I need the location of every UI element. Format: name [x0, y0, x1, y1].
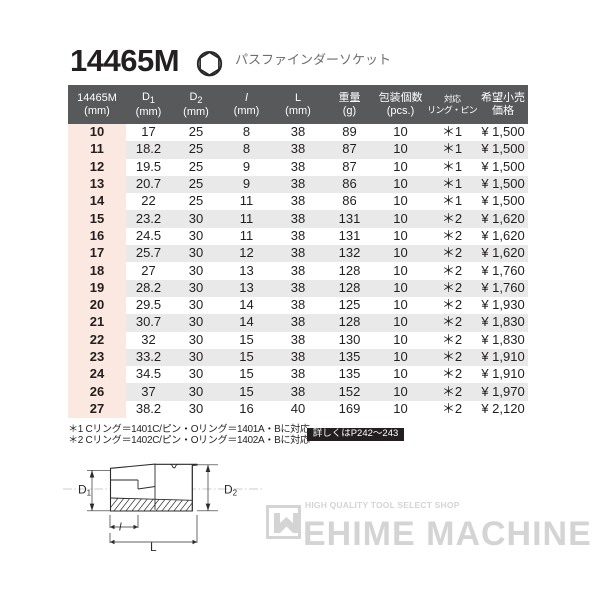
svg-text:D1: D1 — [78, 483, 92, 498]
svg-text:l: l — [119, 522, 122, 534]
svg-text:L: L — [150, 540, 157, 554]
svg-text:D2: D2 — [224, 483, 238, 498]
